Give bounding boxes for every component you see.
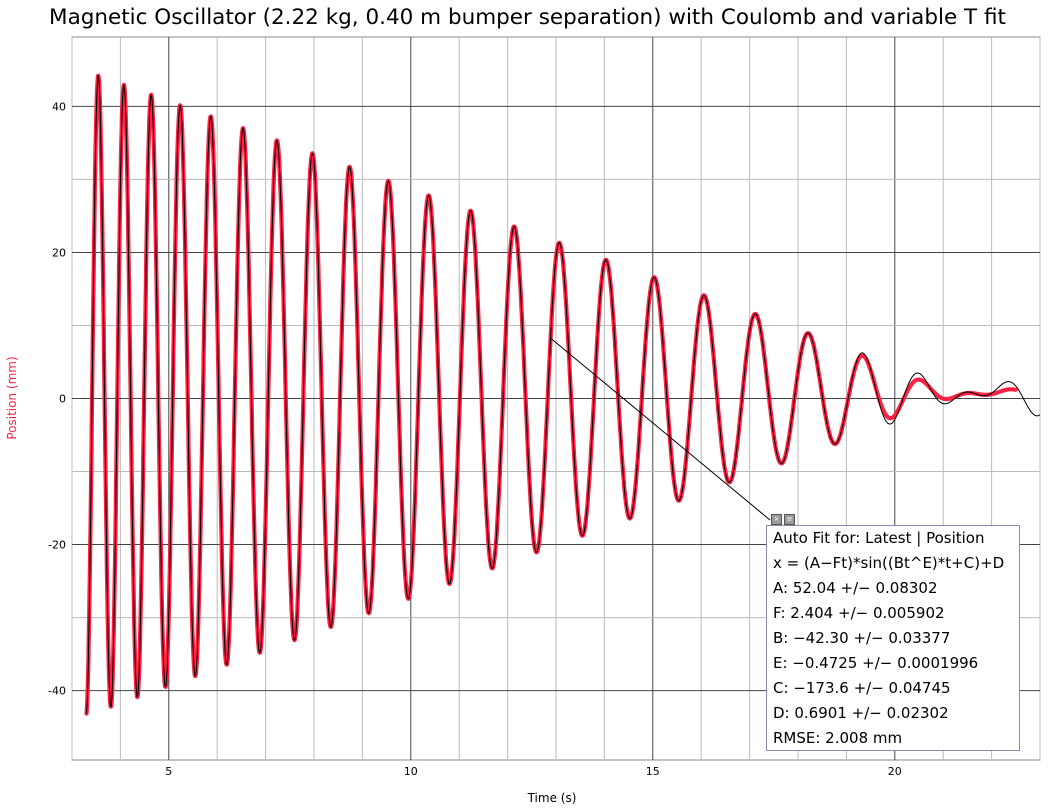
options-icon[interactable]: ≡ bbox=[784, 514, 795, 525]
fit-header: Auto Fit for: Latest | Position bbox=[773, 529, 985, 547]
fit-param-b: B: −42.30 +/− 0.03377 bbox=[773, 629, 951, 647]
close-icon[interactable]: × bbox=[771, 514, 782, 525]
fit-equation: x = (A−Ft)*sin((Bt^E)*t+C)+D bbox=[773, 554, 1005, 572]
chart-title: Magnetic Oscillator (2.22 kg, 0.40 m bum… bbox=[49, 5, 1006, 30]
x-tick-label: 20 bbox=[888, 765, 902, 778]
auto-fit-box[interactable]: × ≡ Auto Fit for: Latest | Position x = … bbox=[766, 514, 1020, 751]
plot-area bbox=[84, 73, 1041, 716]
fit-rmse: RMSE: 2.008 mm bbox=[773, 729, 903, 747]
y-tick-label: 40 bbox=[52, 100, 66, 113]
fit-box-controls[interactable]: × ≡ bbox=[771, 514, 795, 526]
axes: 5 10 15 20 -40 -20 0 20 40 bbox=[48, 100, 902, 778]
y-tick-label: 20 bbox=[52, 246, 66, 259]
fit-param-e: E: −0.4725 +/− 0.0001996 bbox=[773, 654, 979, 672]
fit-param-c: C: −173.6 +/− 0.04745 bbox=[773, 679, 951, 697]
y-tick-label: 0 bbox=[59, 393, 66, 406]
fit-param-a: A: 52.04 +/− 0.08302 bbox=[773, 579, 938, 597]
y-tick-label: -40 bbox=[48, 685, 66, 698]
y-axis-label: Position (mm) bbox=[5, 356, 19, 439]
x-tick-label: 10 bbox=[404, 765, 418, 778]
x-tick-label: 15 bbox=[646, 765, 660, 778]
y-tick-label: -20 bbox=[48, 539, 66, 552]
fit-series-line bbox=[86, 75, 1041, 714]
fit-param-f: F: 2.404 +/− 0.005902 bbox=[773, 604, 945, 622]
fit-param-d: D: 0.6901 +/− 0.02302 bbox=[773, 704, 949, 722]
fit-leader-line bbox=[550, 338, 771, 521]
x-axis-label: Time (s) bbox=[527, 791, 577, 805]
x-tick-label: 5 bbox=[165, 765, 172, 778]
